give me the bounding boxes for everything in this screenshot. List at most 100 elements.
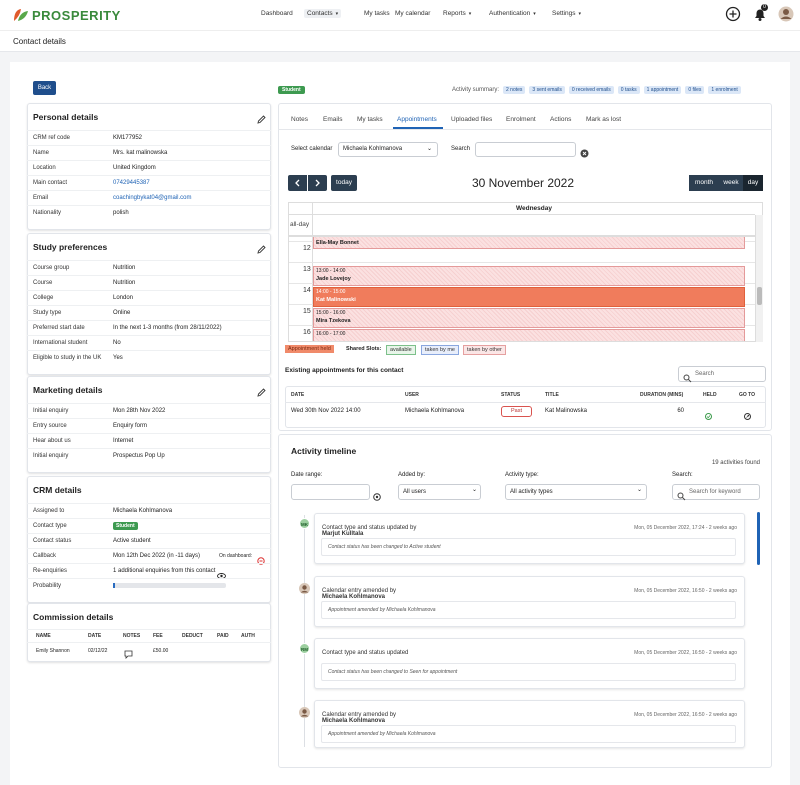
view-button[interactable]: day xyxy=(743,175,763,191)
row-divider xyxy=(27,335,271,336)
hour-line xyxy=(289,262,755,263)
bell-icon[interactable] xyxy=(752,6,768,22)
cell: 02/12/22 xyxy=(88,648,108,654)
summary-chip[interactable]: 0 tasks xyxy=(617,86,640,94)
row-divider xyxy=(27,175,271,176)
tab[interactable]: Appointments xyxy=(397,116,437,123)
tab[interactable]: Mark as lost xyxy=(586,116,622,123)
search-input[interactable] xyxy=(475,142,576,157)
field-label: College xyxy=(33,295,54,301)
column-header: DURATION (MINS) xyxy=(640,392,684,398)
cell: Emily Shannon xyxy=(36,648,70,654)
entry-title: Contact type and status updated xyxy=(322,650,408,656)
user-avatar[interactable] xyxy=(778,5,794,23)
select-caret: ⌄ xyxy=(427,146,433,152)
field-label: Entry source xyxy=(33,423,67,429)
field-value: Nutrition xyxy=(113,265,136,271)
tab[interactable]: Enrolment xyxy=(506,116,536,123)
top-bar xyxy=(0,0,800,30)
avatar-photo xyxy=(299,705,310,718)
field-label: Search xyxy=(451,146,471,152)
calendar-select[interactable]: Michaela Kohlmanova xyxy=(338,142,438,157)
activity-summary-label: Activity summary: xyxy=(452,87,500,93)
nav-item[interactable]: Reports ▾ xyxy=(443,10,472,17)
event[interactable]: 15:00 - 16:00 Mira Tzekova xyxy=(313,308,745,328)
event[interactable]: Ella-May Bonnet xyxy=(313,237,745,249)
field-value: Mon 12th Dec 2022 (in -11 days) xyxy=(113,553,200,559)
nav-caret: ▾ xyxy=(578,11,582,17)
hour-label: 16 xyxy=(303,329,311,336)
event[interactable]: 13:00 - 14:00 Jade Lovejoy xyxy=(313,266,745,286)
row-divider xyxy=(27,290,271,291)
row-divider xyxy=(27,205,271,206)
tab[interactable]: Uploaded files xyxy=(451,116,493,123)
chip-row: 2 notes 3 sent emails 0 received emails 0 t… xyxy=(503,86,741,94)
tab[interactable]: Emails xyxy=(323,116,343,123)
tab[interactable]: Notes xyxy=(291,116,308,123)
legend-slot: taken by other xyxy=(463,345,506,355)
summary-chip[interactable]: 2 notes xyxy=(503,86,526,94)
summary-chip[interactable]: 0 files xyxy=(685,86,705,94)
remove-callback-icon-svg xyxy=(257,557,265,565)
summary-chip[interactable]: 1 enrolment xyxy=(708,86,741,94)
column-header: PAID xyxy=(217,633,229,639)
added-by-select[interactable]: All users xyxy=(398,484,481,500)
field-label: Initial enquiry xyxy=(33,408,69,414)
nav-caret: ▾ xyxy=(335,11,339,17)
probability-bar xyxy=(113,583,226,588)
cell: Wed 30th Nov 2022 14:00 xyxy=(291,408,361,414)
table-divider xyxy=(27,642,271,643)
summary-chip[interactable]: 1 appointment xyxy=(643,86,682,94)
hour-label: 12 xyxy=(303,245,311,252)
view-button[interactable]: month xyxy=(689,175,719,191)
view-button[interactable]: week xyxy=(719,175,743,191)
nav-item[interactable]: Settings ▾ xyxy=(552,10,582,17)
event-time: 15:00 - 16:00 xyxy=(316,310,346,316)
clear-icon[interactable] xyxy=(373,488,381,501)
go-to-icon-svg xyxy=(744,413,751,420)
avatar-photo xyxy=(299,581,310,594)
nav-item[interactable]: Authentication ▾ xyxy=(489,10,536,17)
next-button[interactable] xyxy=(308,175,327,191)
field-label: International student xyxy=(33,340,88,346)
panel xyxy=(27,233,271,375)
activity-type-select[interactable]: All activity types xyxy=(505,484,647,500)
prev-button[interactable] xyxy=(288,175,307,191)
edit-icon[interactable] xyxy=(257,111,266,124)
calendar-title: 30 November 2022 xyxy=(471,176,575,190)
timeline-search[interactable]: Search for keyword xyxy=(672,484,760,500)
notes-icon[interactable] xyxy=(124,646,133,659)
nav-item[interactable]: My calendar xyxy=(395,10,431,17)
entry-date: Mon, 05 December 2022, 16:50 - 2 weeks a… xyxy=(634,712,737,718)
edit-icon[interactable] xyxy=(257,241,266,254)
remove-callback-icon[interactable] xyxy=(257,552,265,565)
clear-icon-svg xyxy=(373,493,381,501)
scrollbar xyxy=(755,215,763,342)
go-to-icon[interactable] xyxy=(744,407,751,420)
status-pill: Past xyxy=(501,406,532,417)
add-icon[interactable] xyxy=(725,6,741,22)
appointment-search[interactable]: Search xyxy=(678,366,766,382)
panel-title: Marketing details xyxy=(33,385,103,395)
summary-chip[interactable]: 3 sent emails xyxy=(529,86,565,94)
entry-date: Mon, 05 December 2022, 16:50 - 2 weeks a… xyxy=(634,650,737,656)
event[interactable]: 16:00 - 17:00 xyxy=(313,329,745,341)
view-icon[interactable] xyxy=(217,567,226,579)
back-button[interactable]: Back xyxy=(33,81,56,95)
clear-icon[interactable] xyxy=(580,145,589,158)
nav-item[interactable]: Dashboard xyxy=(261,10,293,17)
event[interactable]: 14:00 - 15:00 Kat Malinowski xyxy=(313,287,745,307)
cell: Kat Malinowska xyxy=(545,408,588,414)
field-label: Email xyxy=(33,195,49,201)
today-button[interactable]: today xyxy=(331,175,357,191)
summary-chip[interactable]: 0 received emails xyxy=(568,86,614,94)
date-range-input[interactable] xyxy=(291,484,370,500)
edit-icon[interactable] xyxy=(257,384,266,397)
column-header: DATE xyxy=(88,633,102,639)
nav-item[interactable]: My tasks xyxy=(364,10,390,17)
tab[interactable]: Actions xyxy=(550,116,572,123)
nav-item[interactable]: Contacts ▾ xyxy=(304,9,342,18)
field-value: polish xyxy=(113,210,129,216)
tab[interactable]: My tasks xyxy=(357,116,383,123)
row-divider xyxy=(27,190,271,191)
